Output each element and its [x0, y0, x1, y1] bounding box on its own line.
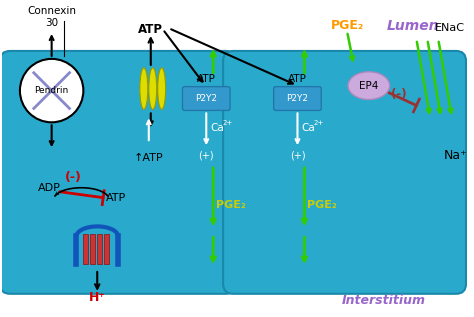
- Bar: [83, 234, 88, 264]
- Text: ATP: ATP: [197, 74, 216, 84]
- Text: PGE₂: PGE₂: [307, 200, 337, 210]
- Text: H⁺: H⁺: [89, 291, 106, 304]
- Text: Pendrin: Pendrin: [35, 86, 69, 95]
- Text: ATP: ATP: [138, 23, 163, 36]
- Text: Ca: Ca: [210, 123, 224, 133]
- Text: ATP: ATP: [106, 193, 126, 203]
- Text: PGE₂: PGE₂: [216, 200, 246, 210]
- Text: ENaC: ENaC: [435, 23, 465, 33]
- Ellipse shape: [149, 68, 157, 109]
- Ellipse shape: [140, 68, 148, 109]
- Text: Lumen: Lumen: [387, 19, 440, 33]
- FancyBboxPatch shape: [223, 51, 466, 294]
- Text: P2Y2: P2Y2: [286, 94, 309, 103]
- Text: (-): (-): [65, 171, 82, 184]
- Bar: [90, 234, 95, 264]
- Text: 2+: 2+: [222, 120, 232, 126]
- Text: Interstitium: Interstitium: [342, 294, 426, 307]
- FancyBboxPatch shape: [182, 87, 230, 110]
- Bar: [97, 234, 102, 264]
- Text: P2Y2: P2Y2: [195, 94, 217, 103]
- Ellipse shape: [158, 68, 165, 109]
- Ellipse shape: [348, 72, 390, 100]
- Text: (-): (-): [391, 87, 406, 100]
- Text: Connexin
30: Connexin 30: [27, 6, 76, 28]
- Text: (+): (+): [290, 150, 305, 160]
- Text: ADP: ADP: [38, 183, 61, 193]
- FancyBboxPatch shape: [273, 87, 321, 110]
- Text: ATP: ATP: [288, 74, 307, 84]
- Text: EP4: EP4: [359, 81, 379, 91]
- Circle shape: [20, 59, 83, 122]
- Text: PGE₂: PGE₂: [330, 19, 364, 32]
- Text: ↑ATP: ↑ATP: [134, 153, 164, 163]
- Text: Na⁺: Na⁺: [444, 149, 468, 162]
- FancyBboxPatch shape: [0, 51, 236, 294]
- Text: Ca: Ca: [301, 123, 315, 133]
- Bar: [104, 234, 109, 264]
- Text: 2+: 2+: [313, 120, 324, 126]
- Text: (+): (+): [199, 150, 214, 160]
